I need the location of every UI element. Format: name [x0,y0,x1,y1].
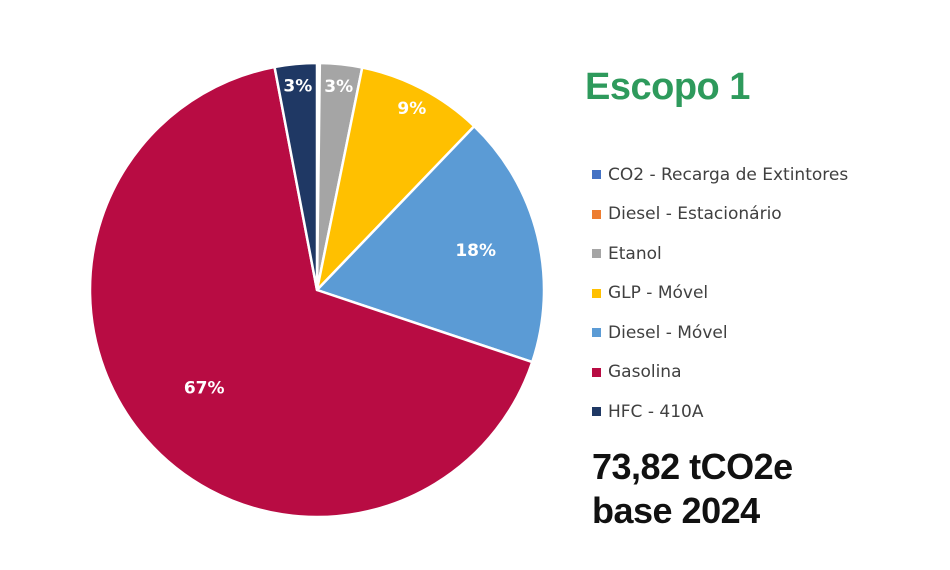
pie-slice-label-5: 67% [184,379,225,399]
legend-label: Etanol [608,243,662,264]
chart-legend: CO2 - Recarga de Extintores Diesel - Esta… [592,155,848,432]
legend-label: Diesel - Estacionário [608,204,782,225]
legend-swatch [592,170,601,180]
legend-swatch [592,407,601,417]
legend-label: CO2 - Recarga de Extintores [608,164,849,185]
legend-swatch [592,328,601,338]
legend-swatch [592,288,601,298]
legend-item: CO2 - Recarga de Extintores [592,155,848,195]
legend-item: HFC - 410A [592,392,848,432]
legend-label: HFC - 410A [608,401,704,422]
pie-slice-6 [273,61,319,292]
legend-swatch [592,209,601,219]
pie-slice-label-6: 3% [283,77,312,97]
legend-label: Gasolina [608,362,682,383]
legend-swatch [592,367,601,377]
legend-item: Etanol [592,234,848,274]
legend-label: GLP - Móvel [608,283,709,304]
pie-slice-5 [88,65,534,519]
pie-slice-label-3: 9% [397,99,426,119]
legend-item: Gasolina [592,353,848,393]
pie-slice-4 [315,124,546,364]
pie-slice-label-2: 3% [324,77,353,97]
chart-title: Escopo 1 [585,66,750,108]
pie-slice-3 [315,66,476,292]
pie-slice-label-4: 18% [455,241,496,261]
emissions-total-value: 73,82 tCO2e [592,446,793,487]
legend-item: Diesel - Estacionário [592,195,848,235]
emissions-base-year: base 2024 [592,490,760,531]
legend-item: Diesel - Móvel [592,313,848,353]
legend-item: GLP - Móvel [592,274,848,314]
legend-label: Diesel - Móvel [608,322,728,343]
emissions-total: 73,82 tCO2e base 2024 [592,445,793,533]
legend-swatch [592,249,601,259]
